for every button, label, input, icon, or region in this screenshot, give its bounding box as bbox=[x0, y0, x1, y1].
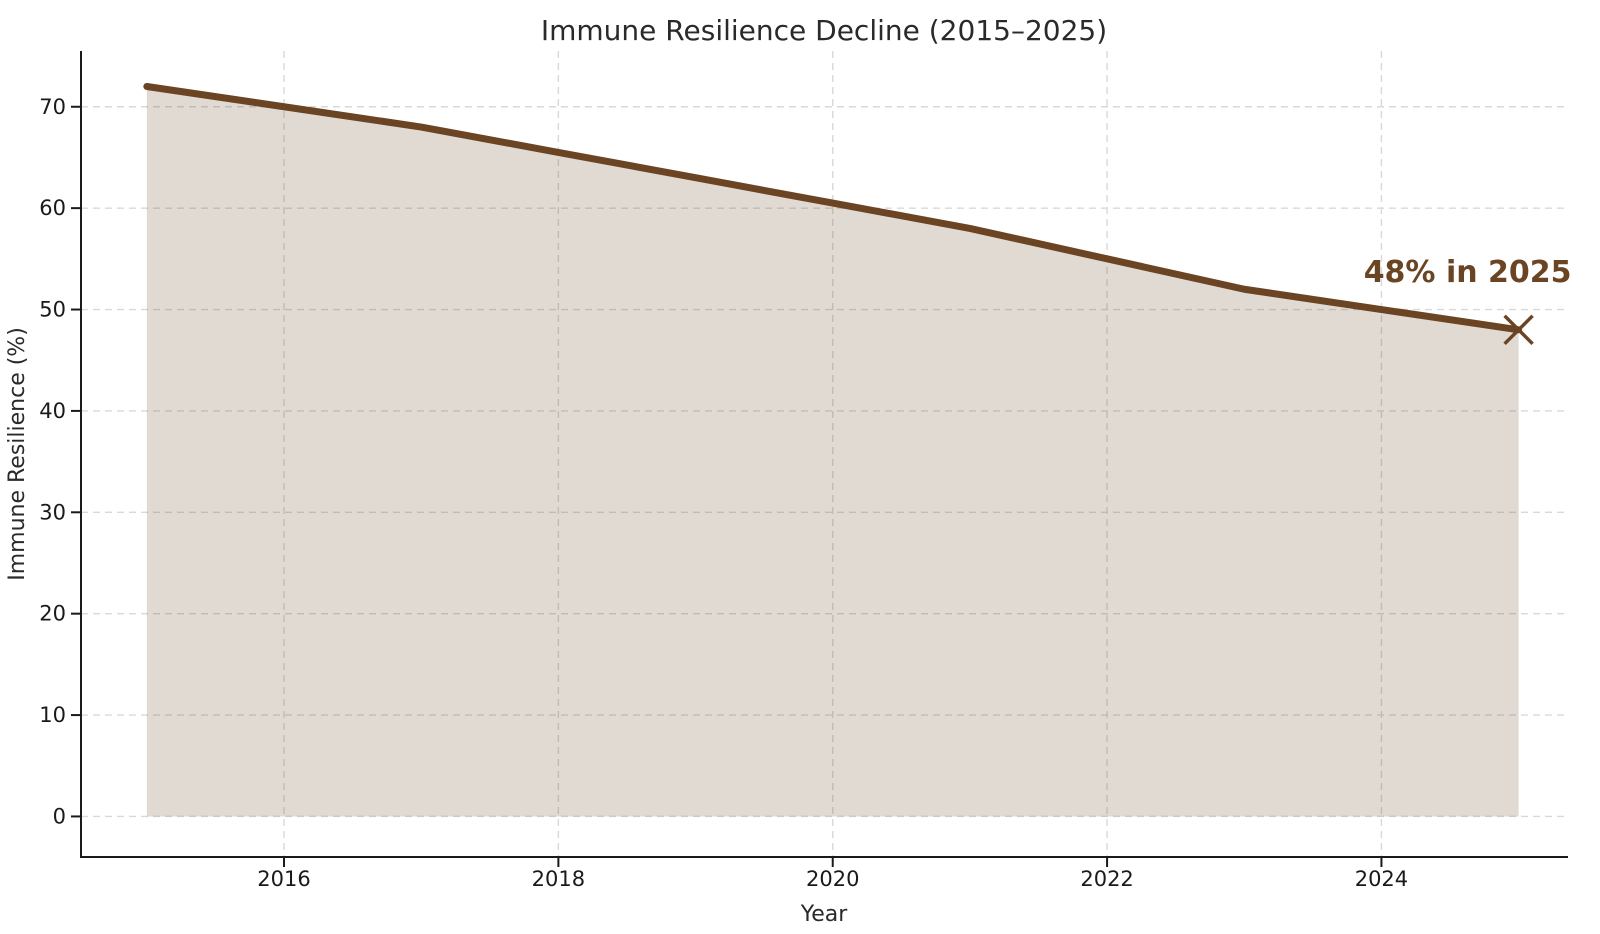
x-axis-label: Year bbox=[800, 902, 849, 927]
x-tick-label: 2024 bbox=[1355, 867, 1408, 891]
x-tick-label: 2020 bbox=[806, 867, 859, 891]
x-ticks-layer: 2016 2018 2020 2022 2024 bbox=[257, 857, 1408, 891]
chart-title: Immune Resilience Decline (2015–2025) bbox=[541, 14, 1107, 47]
y-tick-label: 10 bbox=[39, 703, 66, 727]
y-tick-label: 30 bbox=[39, 500, 66, 524]
annotation-label: 48% in 2025 bbox=[1364, 255, 1572, 290]
x-tick-label: 2022 bbox=[1080, 867, 1133, 891]
y-tick-label: 20 bbox=[39, 602, 66, 626]
y-ticks-layer: 0 10 20 30 40 50 60 70 bbox=[39, 95, 81, 828]
y-tick-label: 50 bbox=[39, 298, 66, 322]
y-tick-label: 0 bbox=[53, 804, 66, 828]
x-tick-label: 2018 bbox=[532, 867, 585, 891]
trend-line bbox=[143, 82, 1523, 334]
area-fill bbox=[146, 86, 1519, 817]
x-tick-label: 2016 bbox=[257, 867, 310, 891]
y-axis-label: Immune Resilience (%) bbox=[5, 327, 30, 581]
x-marker-icon bbox=[1503, 314, 1534, 346]
x-marker-stroke bbox=[1503, 314, 1534, 346]
y-tick-label: 70 bbox=[39, 95, 66, 119]
grid-layer bbox=[81, 51, 1568, 857]
y-tick-label: 60 bbox=[39, 196, 66, 220]
y-tick-label: 40 bbox=[39, 399, 66, 423]
